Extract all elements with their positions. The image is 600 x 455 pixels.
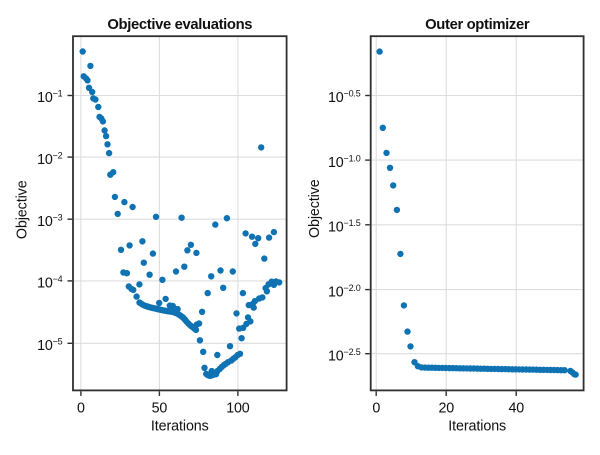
svg-text:100: 100 [226, 400, 250, 416]
svg-text:50: 50 [152, 400, 168, 416]
svg-text:Objective: Objective [307, 179, 323, 238]
svg-text:20: 20 [438, 400, 454, 416]
svg-text:Objective: Objective [15, 180, 31, 239]
svg-text:Iterations: Iterations [151, 418, 209, 434]
svg-text:Iterations: Iterations [448, 418, 506, 434]
svg-text:0: 0 [77, 400, 85, 416]
svg-text:Outer optimizer: Outer optimizer [425, 17, 530, 33]
svg-text:40: 40 [508, 400, 524, 416]
svg-text:Objective evaluations: Objective evaluations [107, 17, 252, 33]
svg-text:0: 0 [372, 400, 380, 416]
